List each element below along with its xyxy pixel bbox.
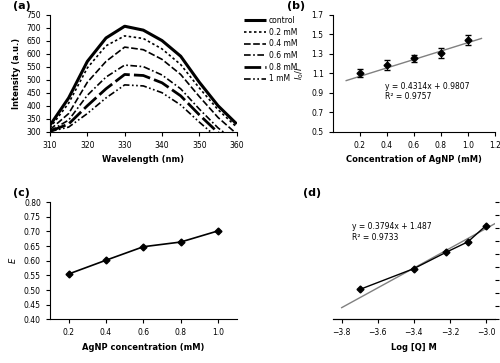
Y-axis label: Intensity (a.u.): Intensity (a.u.) — [12, 38, 21, 109]
X-axis label: Wavelength (nm): Wavelength (nm) — [102, 155, 184, 164]
X-axis label: Log [Q] M: Log [Q] M — [391, 343, 436, 352]
Legend: control, 0.2 mM, 0.4 mM, 0.6 mM, 0.8 mM, 1 mM: control, 0.2 mM, 0.4 mM, 0.6 mM, 0.8 mM,… — [244, 16, 297, 83]
Text: (b): (b) — [287, 1, 306, 11]
Text: (d): (d) — [304, 188, 322, 198]
Text: y = 0.4314x + 0.9807
R² = 0.9757: y = 0.4314x + 0.9807 R² = 0.9757 — [384, 82, 469, 101]
Text: y = 0.3794x + 1.487
R² = 0.9733: y = 0.3794x + 1.487 R² = 0.9733 — [352, 222, 432, 242]
X-axis label: Concentration of AgNP (mM): Concentration of AgNP (mM) — [346, 155, 482, 164]
Text: (c): (c) — [12, 188, 29, 198]
X-axis label: AgNP concentration (mM): AgNP concentration (mM) — [82, 343, 204, 352]
Text: (a): (a) — [12, 1, 30, 11]
Y-axis label: $I_0/I$: $I_0/I$ — [294, 66, 306, 80]
Y-axis label: $E$: $E$ — [8, 257, 18, 264]
